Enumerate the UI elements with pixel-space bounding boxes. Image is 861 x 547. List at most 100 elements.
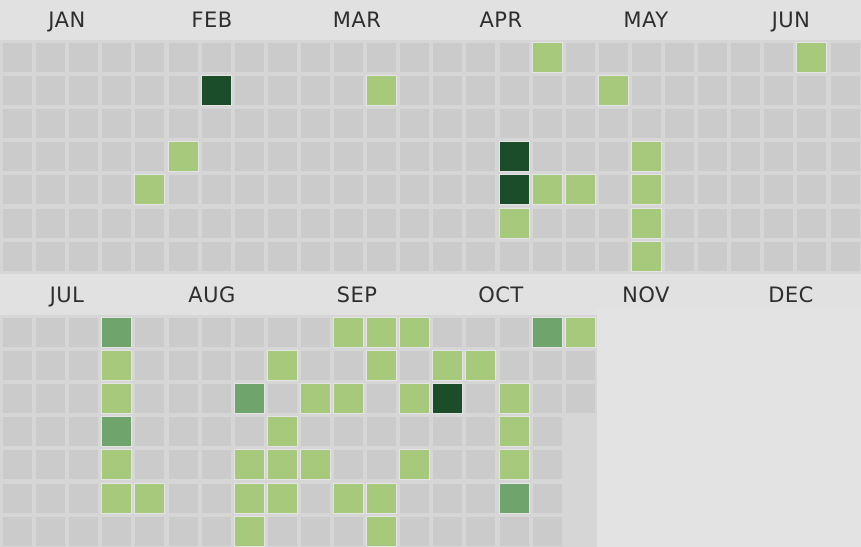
month-label-mar: MAR: [332, 8, 382, 32]
calendar-cell: [598, 175, 628, 205]
calendar-cell: [499, 318, 529, 347]
calendar-cell: [433, 43, 463, 72]
calendar-cell: [400, 351, 430, 381]
calendar-cell: [102, 516, 132, 546]
calendar-cell-active: [367, 483, 397, 513]
calendar-cell: [135, 142, 165, 172]
calendar-cell: [3, 43, 32, 72]
calendar-cell: [3, 417, 32, 447]
calendar-cell: [3, 450, 32, 480]
calendar-cell: [334, 450, 363, 480]
calendar-cell: [532, 351, 562, 381]
calendar-cell: [234, 76, 264, 106]
calendar-cell: [665, 43, 694, 72]
calendar-cell: [3, 241, 32, 271]
calendar-cell: [135, 450, 165, 480]
calendar-cell: [532, 241, 562, 271]
calendar-cell-active: [334, 384, 363, 414]
calendar-cell: [466, 76, 496, 106]
calendar-cell-active: [102, 318, 132, 347]
calendar-cell: [102, 208, 132, 238]
calendar-cell: [201, 351, 231, 381]
calendar-cell: [168, 351, 198, 381]
calendar-cell: [201, 241, 231, 271]
calendar-cell: [367, 43, 397, 72]
calendar-cell: [234, 142, 264, 172]
calendar-cell: [267, 384, 297, 414]
calendar-cell: [135, 351, 165, 381]
calendar-cell: [135, 109, 165, 139]
calendar-cell-active: [300, 450, 330, 480]
calendar-cell: [797, 175, 827, 205]
calendar-cell: [69, 142, 99, 172]
calendar-cell: [631, 76, 661, 106]
calendar-cell: [400, 43, 430, 72]
calendar-cell: [334, 76, 363, 106]
calendar-cell: [598, 43, 628, 72]
calendar-cell: [201, 450, 231, 480]
calendar-cell-active: [565, 175, 595, 205]
calendar-cell-active: [433, 384, 463, 414]
calendar-cell: [433, 483, 463, 513]
calendar-cell: [168, 318, 198, 347]
calendar-cell: [135, 516, 165, 546]
calendar-cell: [400, 241, 430, 271]
calendar-cell: [499, 43, 529, 72]
calendar-cell: [466, 450, 496, 480]
calendar-cell: [731, 142, 761, 172]
calendar-cell: [36, 142, 66, 172]
calendar-cell: [69, 483, 99, 513]
calendar-cell: [433, 516, 463, 546]
calendar-cell: [234, 43, 264, 72]
calendar-cell: [3, 351, 32, 381]
calendar-cell-active: [631, 175, 661, 205]
calendar-cell: [3, 76, 32, 106]
calendar-cell-active: [499, 142, 529, 172]
calendar-cell: [400, 516, 430, 546]
calendar-cell: [797, 142, 827, 172]
calendar-cell: [267, 241, 297, 271]
calendar-cell: [3, 318, 32, 347]
calendar-cell: [797, 208, 827, 238]
calendar-cell: [3, 483, 32, 513]
calendar-cell-active: [300, 384, 330, 414]
calendar-cell: [3, 208, 32, 238]
calendar-cell: [598, 142, 628, 172]
calendar-cell: [168, 516, 198, 546]
month-label-jun: JUN: [771, 8, 811, 32]
calendar-cell: [267, 516, 297, 546]
calendar-cell: [466, 241, 496, 271]
calendar-cell: [499, 109, 529, 139]
calendar-cell: [36, 417, 66, 447]
calendar-cell-active: [102, 417, 132, 447]
calendar-cell: [466, 318, 496, 347]
calendar-cell: [665, 76, 694, 106]
calendar-cell: [433, 109, 463, 139]
calendar-cell: [764, 208, 794, 238]
calendar-cell: [334, 417, 363, 447]
calendar-cell: [300, 109, 330, 139]
calendar-cell: [69, 318, 99, 347]
calendar-cell: [234, 241, 264, 271]
calendar-cell: [3, 384, 32, 414]
calendar-cell: [234, 175, 264, 205]
calendar-cell: [400, 175, 430, 205]
calendar-cell-active: [367, 516, 397, 546]
calendar-cell: [135, 241, 165, 271]
calendar-cell: [466, 516, 496, 546]
calendar-cell-active: [499, 450, 529, 480]
calendar-cell-active: [102, 450, 132, 480]
calendar-cell: [400, 142, 430, 172]
calendar-cell-active: [466, 351, 496, 381]
calendar-cell: [36, 450, 66, 480]
calendar-cell: [300, 142, 330, 172]
calendar-cell: [300, 175, 330, 205]
calendar-cell-active: [499, 175, 529, 205]
calendar-cell: [300, 43, 330, 72]
calendar-cell: [665, 142, 694, 172]
calendar-cell: [334, 208, 363, 238]
calendar-cell: [201, 516, 231, 546]
month-label-oct: OCT: [478, 283, 524, 307]
calendar-cell: [466, 142, 496, 172]
calendar-cell-active: [168, 142, 198, 172]
